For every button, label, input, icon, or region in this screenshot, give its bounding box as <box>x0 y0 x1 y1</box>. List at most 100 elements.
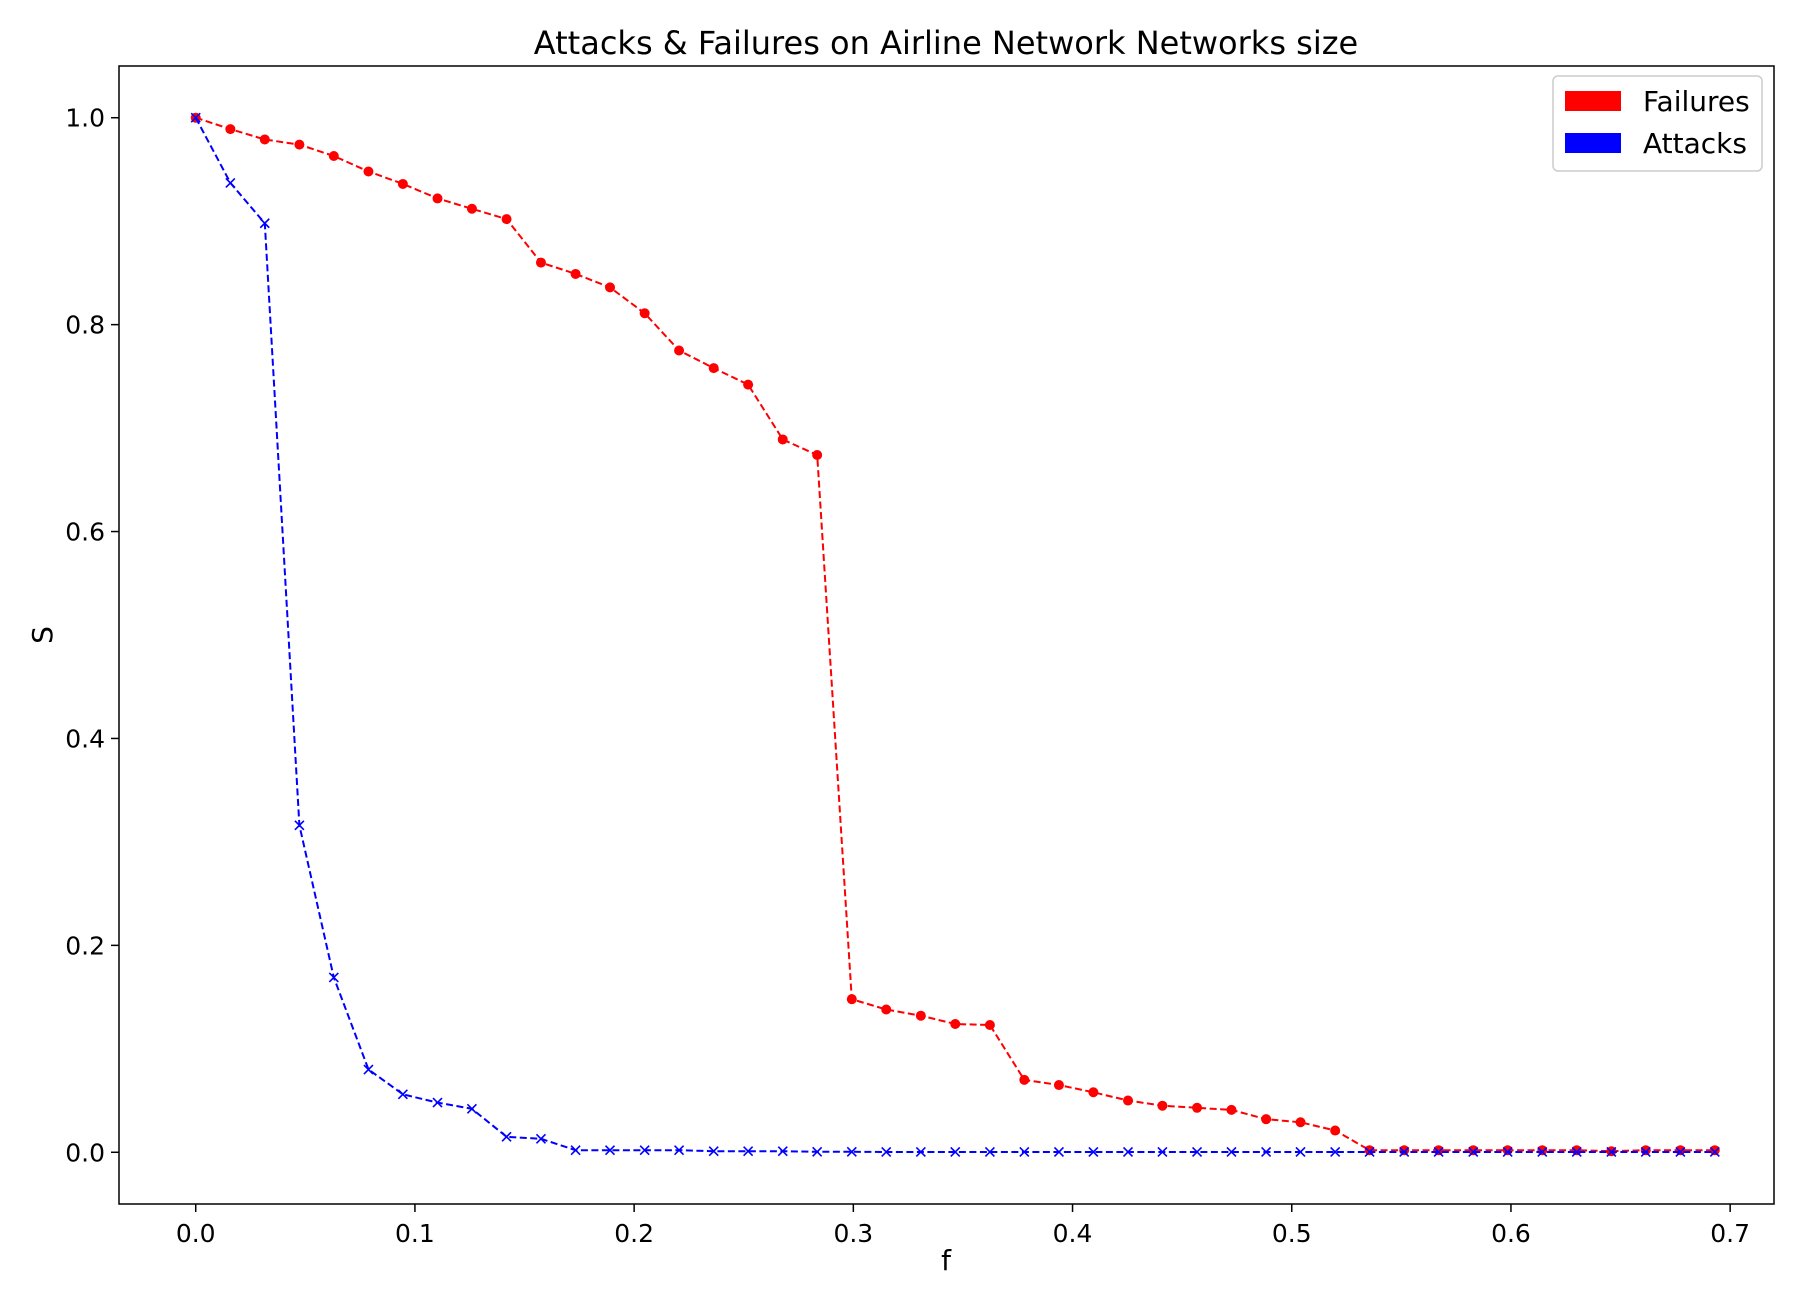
data-point-attacks <box>1295 1146 1306 1158</box>
legend-label-attacks: Attacks <box>1643 127 1747 160</box>
data-point-attacks <box>1571 1146 1582 1158</box>
x-axis-label: f <box>941 1244 952 1277</box>
data-point-attacks <box>1261 1146 1272 1158</box>
x-tick-label: 0.4 <box>1053 1219 1093 1248</box>
x-tick-label: 0.3 <box>833 1219 873 1248</box>
x-tick-label: 0.2 <box>614 1219 654 1248</box>
data-point-failures <box>1192 1102 1203 1113</box>
data-point-failures <box>397 178 408 189</box>
y-axis-ticks: 0.0 0.2 0.4 0.6 0.8 1.0 <box>65 104 119 1167</box>
data-point-attacks <box>984 1146 995 1158</box>
data-point-failures <box>950 1018 961 1029</box>
data-point-failures <box>743 379 754 390</box>
series-layer <box>190 112 1720 1158</box>
x-axis-ticks: 0.0 0.1 0.2 0.3 0.4 0.5 0.6 0.7 <box>176 1204 1750 1248</box>
data-point-failures <box>1157 1100 1168 1111</box>
x-tick-label: 0.6 <box>1491 1219 1531 1248</box>
data-point-failures <box>1364 1145 1375 1156</box>
data-point-failures <box>1433 1145 1444 1156</box>
y-tick-label: 1.0 <box>65 104 105 133</box>
data-point-failures <box>1019 1074 1030 1085</box>
y-tick-label: 0.2 <box>65 931 105 960</box>
data-point-failures <box>1502 1145 1513 1156</box>
x-tick-label: 0.5 <box>1272 1219 1312 1248</box>
y-tick-label: 0.4 <box>65 724 105 753</box>
data-point-failures <box>915 1010 926 1021</box>
data-point-attacks <box>1675 1146 1686 1158</box>
data-point-failures <box>1640 1145 1651 1156</box>
x-tick-label: 0.1 <box>395 1219 435 1248</box>
legend: Failures Attacks <box>1552 75 1763 172</box>
data-point-failures <box>432 193 443 204</box>
data-point-failures <box>1330 1125 1341 1136</box>
data-point-attacks <box>1053 1146 1065 1158</box>
data-point-failures <box>881 1004 892 1015</box>
data-point-failures <box>259 134 270 145</box>
data-point-failures <box>1226 1104 1237 1115</box>
data-point-failures <box>639 308 650 319</box>
data-point-failures <box>570 268 581 279</box>
data-point-attacks <box>1709 1146 1720 1158</box>
data-point-attacks <box>1537 1146 1548 1158</box>
data-point-attacks <box>1088 1146 1099 1158</box>
data-point-attacks <box>466 1103 477 1114</box>
legend-swatch-failures <box>1565 91 1621 111</box>
data-point-attacks <box>708 1146 719 1157</box>
data-point-attacks <box>397 1089 408 1100</box>
data-point-attacks <box>1019 1146 1030 1158</box>
data-point-attacks <box>1226 1146 1237 1158</box>
data-point-failures <box>1571 1145 1582 1156</box>
chart-title: Attacks & Failures on Airline Network Ne… <box>534 24 1358 62</box>
plot-area-frame <box>118 65 1775 1205</box>
data-point-attacks <box>501 1131 512 1142</box>
data-point-failures <box>1053 1080 1064 1091</box>
data-point-attacks <box>190 112 201 123</box>
data-point-attacks <box>777 1146 788 1157</box>
data-point-attacks <box>639 1145 650 1156</box>
data-point-attacks <box>1468 1146 1479 1158</box>
data-point-failures <box>1675 1145 1686 1156</box>
data-point-attacks <box>812 1146 823 1157</box>
data-point-attacks <box>1640 1146 1651 1158</box>
legend-label-failures: Failures <box>1643 85 1750 118</box>
data-point-failures <box>535 257 546 268</box>
data-point-attacks <box>1191 1146 1203 1158</box>
data-point-failures <box>1468 1145 1479 1156</box>
data-point-attacks <box>1606 1146 1617 1158</box>
data-point-failures <box>225 124 236 135</box>
data-point-failures <box>1399 1145 1410 1156</box>
data-point-attacks <box>881 1146 892 1158</box>
data-point-attacks <box>915 1146 926 1158</box>
data-point-failures <box>1537 1145 1548 1156</box>
data-point-attacks <box>259 218 270 229</box>
data-point-attacks <box>294 820 305 831</box>
data-point-attacks <box>1122 1146 1134 1158</box>
data-point-failures <box>777 434 788 445</box>
data-point-attacks <box>535 1133 547 1144</box>
data-point-attacks <box>363 1064 374 1075</box>
data-point-failures <box>846 994 857 1005</box>
data-point-attacks <box>1502 1146 1513 1158</box>
data-point-attacks <box>1157 1146 1168 1158</box>
data-point-attacks <box>950 1146 961 1158</box>
data-point-failures <box>812 449 823 460</box>
data-point-failures <box>1261 1114 1272 1125</box>
data-point-failures <box>1709 1145 1720 1156</box>
data-point-failures <box>466 203 477 214</box>
data-point-attacks <box>432 1097 443 1108</box>
y-tick-label: 0.6 <box>65 518 105 547</box>
x-tick-label: 0.0 <box>176 1219 216 1248</box>
data-point-failures <box>1088 1087 1099 1098</box>
data-point-attacks <box>1364 1146 1375 1158</box>
data-point-failures <box>501 214 512 225</box>
data-point-failures <box>708 363 719 374</box>
data-point-attacks <box>604 1145 616 1156</box>
data-point-attacks <box>674 1145 685 1156</box>
data-point-failures <box>1123 1095 1134 1106</box>
data-point-failures <box>1295 1117 1306 1128</box>
data-point-failures <box>294 139 305 150</box>
data-point-failures <box>328 151 339 162</box>
